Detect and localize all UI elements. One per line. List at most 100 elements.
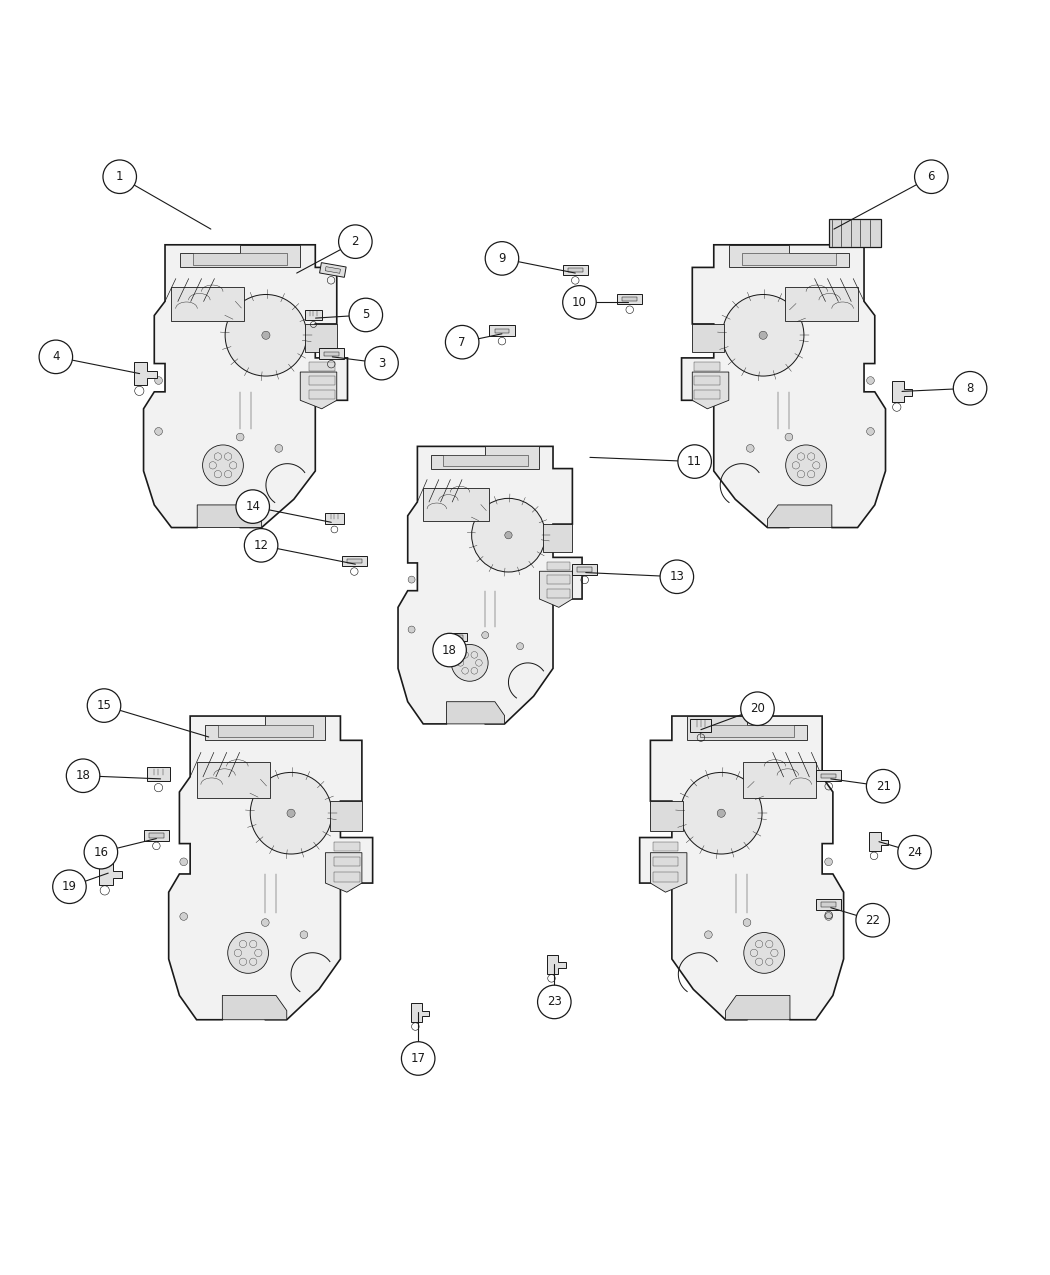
Polygon shape <box>821 903 836 907</box>
Polygon shape <box>326 513 343 524</box>
Bar <box>309 390 335 399</box>
Text: 11: 11 <box>687 455 702 468</box>
Bar <box>309 376 335 385</box>
Circle shape <box>824 913 833 921</box>
Circle shape <box>338 224 372 259</box>
Bar <box>334 872 360 881</box>
Polygon shape <box>768 505 832 528</box>
Polygon shape <box>300 372 337 409</box>
Circle shape <box>759 332 768 339</box>
Polygon shape <box>147 768 170 782</box>
Bar <box>694 390 720 399</box>
Text: 23: 23 <box>547 996 562 1009</box>
Polygon shape <box>446 701 505 724</box>
Circle shape <box>180 913 188 921</box>
Polygon shape <box>326 266 340 273</box>
Polygon shape <box>687 717 807 741</box>
Polygon shape <box>133 362 156 385</box>
Circle shape <box>203 445 244 486</box>
Polygon shape <box>319 263 346 277</box>
Polygon shape <box>623 297 637 301</box>
Circle shape <box>722 295 804 376</box>
Circle shape <box>180 858 188 866</box>
Bar <box>547 589 570 598</box>
Polygon shape <box>742 761 816 798</box>
Text: 2: 2 <box>352 235 359 249</box>
Text: 4: 4 <box>52 351 60 363</box>
Polygon shape <box>816 770 841 782</box>
Polygon shape <box>330 801 362 831</box>
Bar <box>652 872 678 881</box>
Circle shape <box>245 529 278 562</box>
Circle shape <box>87 688 121 723</box>
Circle shape <box>517 643 524 650</box>
Polygon shape <box>197 505 261 528</box>
Bar <box>547 561 570 570</box>
Circle shape <box>250 773 332 854</box>
Text: 1: 1 <box>116 171 124 184</box>
Polygon shape <box>193 254 288 265</box>
Polygon shape <box>639 717 843 1020</box>
Polygon shape <box>578 567 592 571</box>
Circle shape <box>364 347 398 380</box>
Polygon shape <box>319 348 343 360</box>
Circle shape <box>408 576 415 583</box>
Text: 19: 19 <box>62 880 77 894</box>
Circle shape <box>452 644 488 681</box>
Text: 15: 15 <box>97 699 111 711</box>
Circle shape <box>705 931 712 938</box>
Circle shape <box>300 931 308 938</box>
Circle shape <box>915 159 948 194</box>
Text: 18: 18 <box>76 769 90 783</box>
Text: 9: 9 <box>498 252 506 265</box>
Polygon shape <box>218 725 313 737</box>
Text: 8: 8 <box>966 381 973 395</box>
Polygon shape <box>411 1003 429 1021</box>
Circle shape <box>785 445 826 486</box>
Circle shape <box>103 159 136 194</box>
Bar <box>652 857 678 867</box>
Circle shape <box>39 340 72 374</box>
Circle shape <box>236 434 244 441</box>
Circle shape <box>154 376 163 384</box>
Polygon shape <box>223 996 287 1020</box>
Circle shape <box>261 332 270 339</box>
Polygon shape <box>452 635 463 639</box>
Text: 13: 13 <box>670 570 685 583</box>
Circle shape <box>898 835 931 870</box>
Polygon shape <box>99 862 122 885</box>
Text: 14: 14 <box>246 500 260 513</box>
Polygon shape <box>726 996 790 1020</box>
Circle shape <box>482 631 488 639</box>
Circle shape <box>154 427 163 435</box>
Bar <box>334 857 360 867</box>
Polygon shape <box>495 329 509 333</box>
Text: 5: 5 <box>362 309 370 321</box>
Bar <box>547 575 570 584</box>
Polygon shape <box>869 833 888 852</box>
Bar <box>652 842 678 852</box>
Circle shape <box>680 773 762 854</box>
Bar <box>334 842 360 852</box>
Text: 21: 21 <box>876 780 890 793</box>
Bar <box>309 362 335 371</box>
Polygon shape <box>650 853 687 892</box>
Polygon shape <box>324 352 338 356</box>
Text: 24: 24 <box>907 845 922 858</box>
Circle shape <box>866 376 875 384</box>
Polygon shape <box>171 287 245 321</box>
Polygon shape <box>540 571 572 607</box>
Polygon shape <box>784 287 858 321</box>
Polygon shape <box>341 556 366 566</box>
Polygon shape <box>169 717 373 1020</box>
Text: 12: 12 <box>254 539 269 552</box>
Circle shape <box>52 870 86 904</box>
Polygon shape <box>691 719 712 732</box>
Circle shape <box>66 759 100 793</box>
Polygon shape <box>180 245 300 268</box>
Polygon shape <box>543 524 572 552</box>
Circle shape <box>866 769 900 803</box>
Text: 17: 17 <box>411 1052 425 1065</box>
Polygon shape <box>650 801 683 831</box>
Polygon shape <box>821 774 836 778</box>
